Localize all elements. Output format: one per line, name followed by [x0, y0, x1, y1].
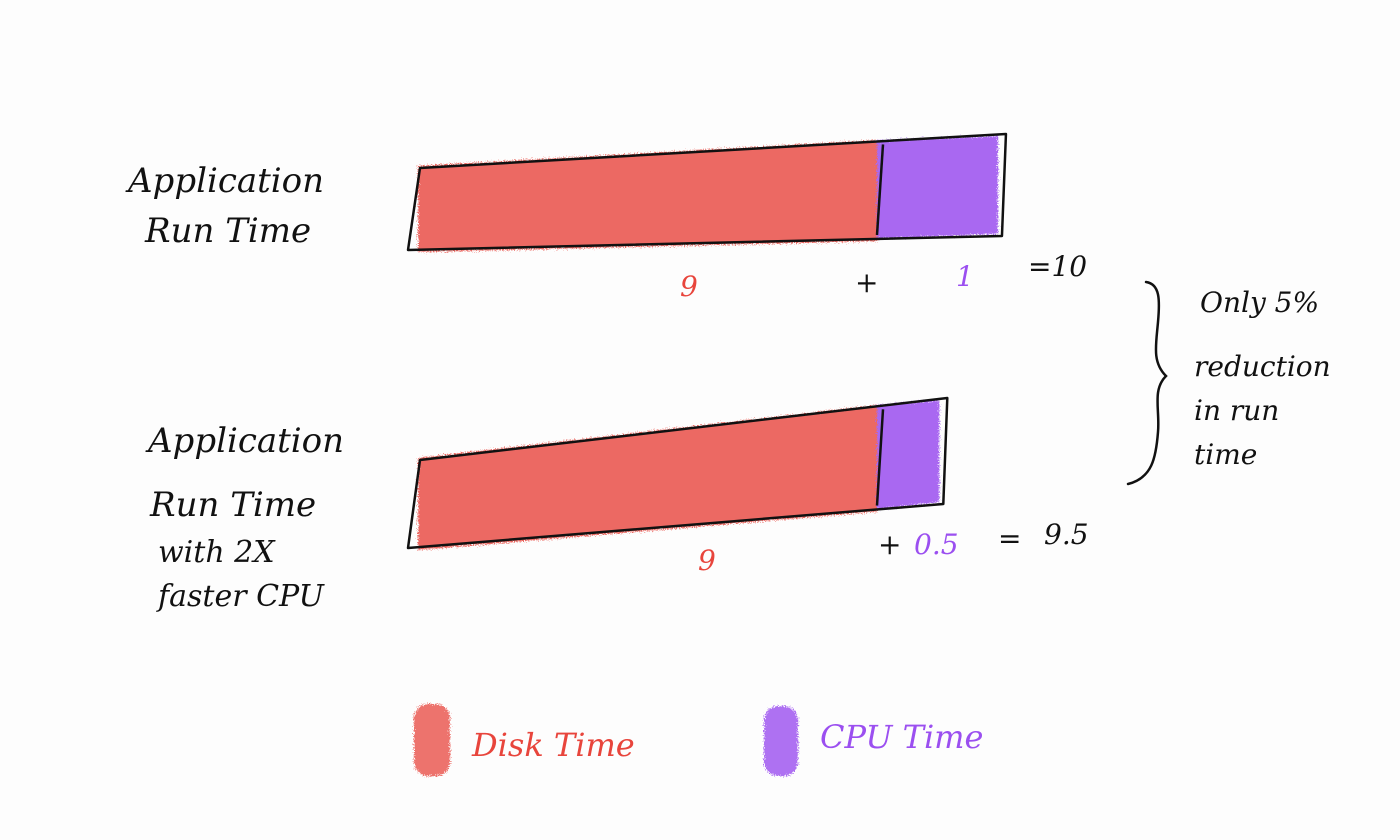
row2-plus-sign: + — [878, 528, 901, 561]
row1-label: Application Run Time — [125, 161, 324, 251]
row2-equals-sign: = — [998, 522, 1021, 555]
row2-cpu-value: 0.5 — [914, 528, 959, 561]
legend: Disk Time CPU Time — [414, 704, 983, 776]
row2-bar — [406, 396, 949, 550]
row1-label-line-2: Run Time — [144, 211, 311, 251]
legend-cpu-label: CPU Time — [820, 718, 983, 756]
curly-brace — [1126, 280, 1168, 486]
annotation-line-3: in run — [1194, 394, 1279, 427]
row1-label-line-1: Application — [125, 161, 324, 201]
row2-label-line-1: Application — [145, 421, 344, 461]
row1-bar-outline — [406, 132, 1008, 252]
row1-disk-value: 9 — [680, 270, 698, 303]
row2-disk-segment — [418, 405, 877, 550]
annotation-line-4: time — [1194, 438, 1257, 471]
row1-disk-segment — [418, 140, 877, 252]
row2-bar-outline — [406, 396, 949, 550]
row1-cpu-value: 1 — [956, 260, 974, 293]
row2-disk-value: 9 — [698, 544, 716, 577]
annotation-line-2: reduction — [1194, 350, 1331, 383]
legend-disk-swatch — [414, 704, 450, 776]
legend-disk-label: Disk Time — [471, 726, 635, 764]
legend-cpu-swatch — [764, 706, 798, 776]
row1-plus-sign: + — [855, 266, 878, 299]
row1-bar — [406, 132, 1008, 252]
row2-label-line-4: faster CPU — [156, 579, 326, 614]
row2-cpu-segment — [877, 400, 940, 510]
row2-total: 9.5 — [1044, 518, 1089, 551]
row2-label-line-2: Run Time — [149, 485, 316, 525]
row2-label: Application Run Time with 2X faster CPU — [145, 421, 344, 614]
reduction-annotation: Only 5% reduction in run time — [1194, 286, 1331, 471]
annotation-line-1: Only 5% — [1200, 286, 1319, 319]
row1-total: =10 — [1028, 250, 1087, 283]
row2-bar-divider — [875, 409, 885, 506]
row2-label-line-3: with 2X — [158, 535, 276, 570]
row1-cpu-segment — [877, 136, 998, 239]
row1-bar-divider — [875, 144, 885, 236]
